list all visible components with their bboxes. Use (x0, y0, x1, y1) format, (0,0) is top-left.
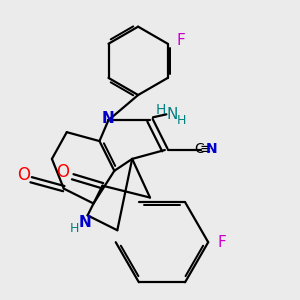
Text: N: N (206, 142, 218, 155)
Text: H: H (155, 103, 166, 117)
Text: ≡: ≡ (200, 142, 212, 155)
Text: F: F (217, 235, 226, 250)
Text: F: F (177, 33, 185, 48)
Text: O: O (17, 166, 30, 184)
Text: H: H (177, 114, 186, 128)
Text: C: C (195, 142, 204, 155)
Text: O: O (56, 163, 69, 181)
Text: H: H (70, 222, 79, 235)
Text: N: N (102, 111, 115, 126)
Text: N: N (78, 215, 91, 230)
Text: N: N (166, 107, 178, 122)
